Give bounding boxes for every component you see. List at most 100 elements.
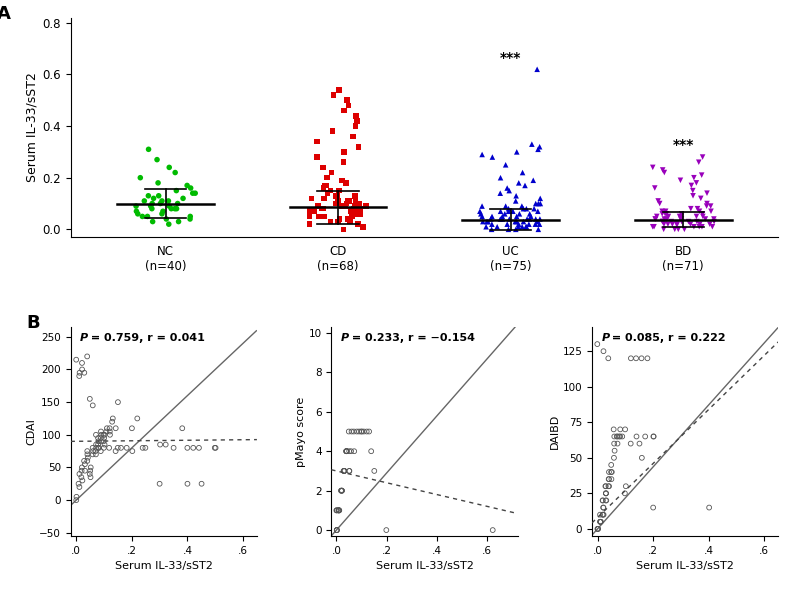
Point — [646, 163, 659, 172]
Point — [510, 147, 523, 157]
Point — [685, 181, 698, 190]
Point — [340, 446, 353, 456]
Text: = 0.759, r = 0.041: = 0.759, r = 0.041 — [87, 333, 205, 343]
Point — [608, 453, 620, 462]
Point — [347, 132, 359, 141]
Point — [354, 209, 366, 219]
Point — [527, 176, 539, 185]
Point — [90, 443, 102, 452]
Point — [177, 194, 189, 203]
Point — [594, 517, 607, 527]
Point — [510, 211, 523, 221]
Point — [512, 178, 525, 187]
Point — [92, 443, 105, 452]
Point — [351, 220, 364, 229]
Point — [332, 505, 345, 515]
Point — [516, 168, 529, 177]
Point — [707, 214, 720, 224]
Text: = 0.233, r = −0.154: = 0.233, r = −0.154 — [347, 333, 475, 343]
Point — [619, 489, 631, 498]
Point — [686, 186, 699, 196]
Text: P: P — [340, 333, 349, 343]
Point — [332, 505, 345, 515]
Point — [502, 207, 515, 216]
Point — [533, 220, 545, 229]
Y-axis label: DAIBD: DAIBD — [549, 414, 560, 449]
Point — [154, 199, 167, 209]
Point — [163, 201, 175, 211]
Point — [356, 222, 369, 231]
Point — [146, 199, 159, 209]
Point — [656, 166, 669, 175]
Point — [138, 196, 151, 206]
Point — [674, 176, 687, 185]
Point — [86, 443, 99, 452]
Point — [625, 353, 637, 363]
Text: ***: *** — [500, 51, 521, 65]
Point — [98, 440, 111, 449]
Point — [524, 211, 537, 221]
Point — [209, 443, 222, 452]
Point — [594, 517, 607, 527]
Point — [331, 505, 343, 515]
Point — [343, 217, 356, 226]
Point — [690, 211, 703, 221]
Point — [73, 368, 86, 378]
Point — [185, 183, 197, 193]
Point — [336, 486, 348, 495]
Point — [332, 199, 344, 209]
Point — [700, 188, 713, 198]
Point — [81, 456, 94, 466]
Point — [491, 222, 504, 231]
Point — [662, 211, 674, 221]
Point — [614, 432, 626, 441]
Point — [487, 525, 499, 535]
Point — [671, 220, 684, 229]
Point — [499, 160, 512, 170]
Point — [81, 446, 94, 456]
Point — [341, 196, 354, 206]
Point — [343, 466, 356, 476]
Point — [98, 430, 111, 439]
Point — [502, 204, 515, 213]
Point — [325, 186, 337, 196]
Point — [82, 453, 94, 462]
Point — [361, 427, 373, 436]
Point — [688, 173, 700, 183]
Point — [136, 211, 149, 221]
Point — [659, 207, 672, 216]
Point — [519, 181, 531, 190]
Point — [349, 207, 362, 216]
Point — [343, 446, 355, 456]
Point — [534, 214, 546, 224]
Point — [338, 106, 351, 115]
Point — [507, 207, 520, 216]
Point — [476, 217, 489, 226]
Point — [160, 214, 173, 224]
Point — [130, 201, 142, 211]
Point — [603, 482, 615, 491]
Point — [605, 474, 618, 484]
Point — [613, 432, 626, 441]
Point — [528, 204, 541, 213]
Point — [634, 439, 646, 448]
Point — [86, 449, 99, 459]
Point — [106, 417, 119, 426]
Point — [112, 398, 124, 407]
Point — [529, 220, 542, 229]
Point — [330, 525, 343, 535]
Point — [349, 191, 362, 200]
Point — [355, 427, 368, 436]
Point — [602, 353, 615, 363]
Point — [699, 214, 711, 224]
Point — [479, 222, 492, 231]
Point — [605, 467, 618, 477]
Point — [104, 427, 116, 436]
Point — [171, 199, 184, 209]
Point — [329, 191, 342, 200]
Point — [532, 224, 545, 234]
Point — [624, 439, 637, 448]
Point — [318, 211, 330, 221]
Point — [70, 492, 83, 501]
Point — [597, 496, 609, 505]
